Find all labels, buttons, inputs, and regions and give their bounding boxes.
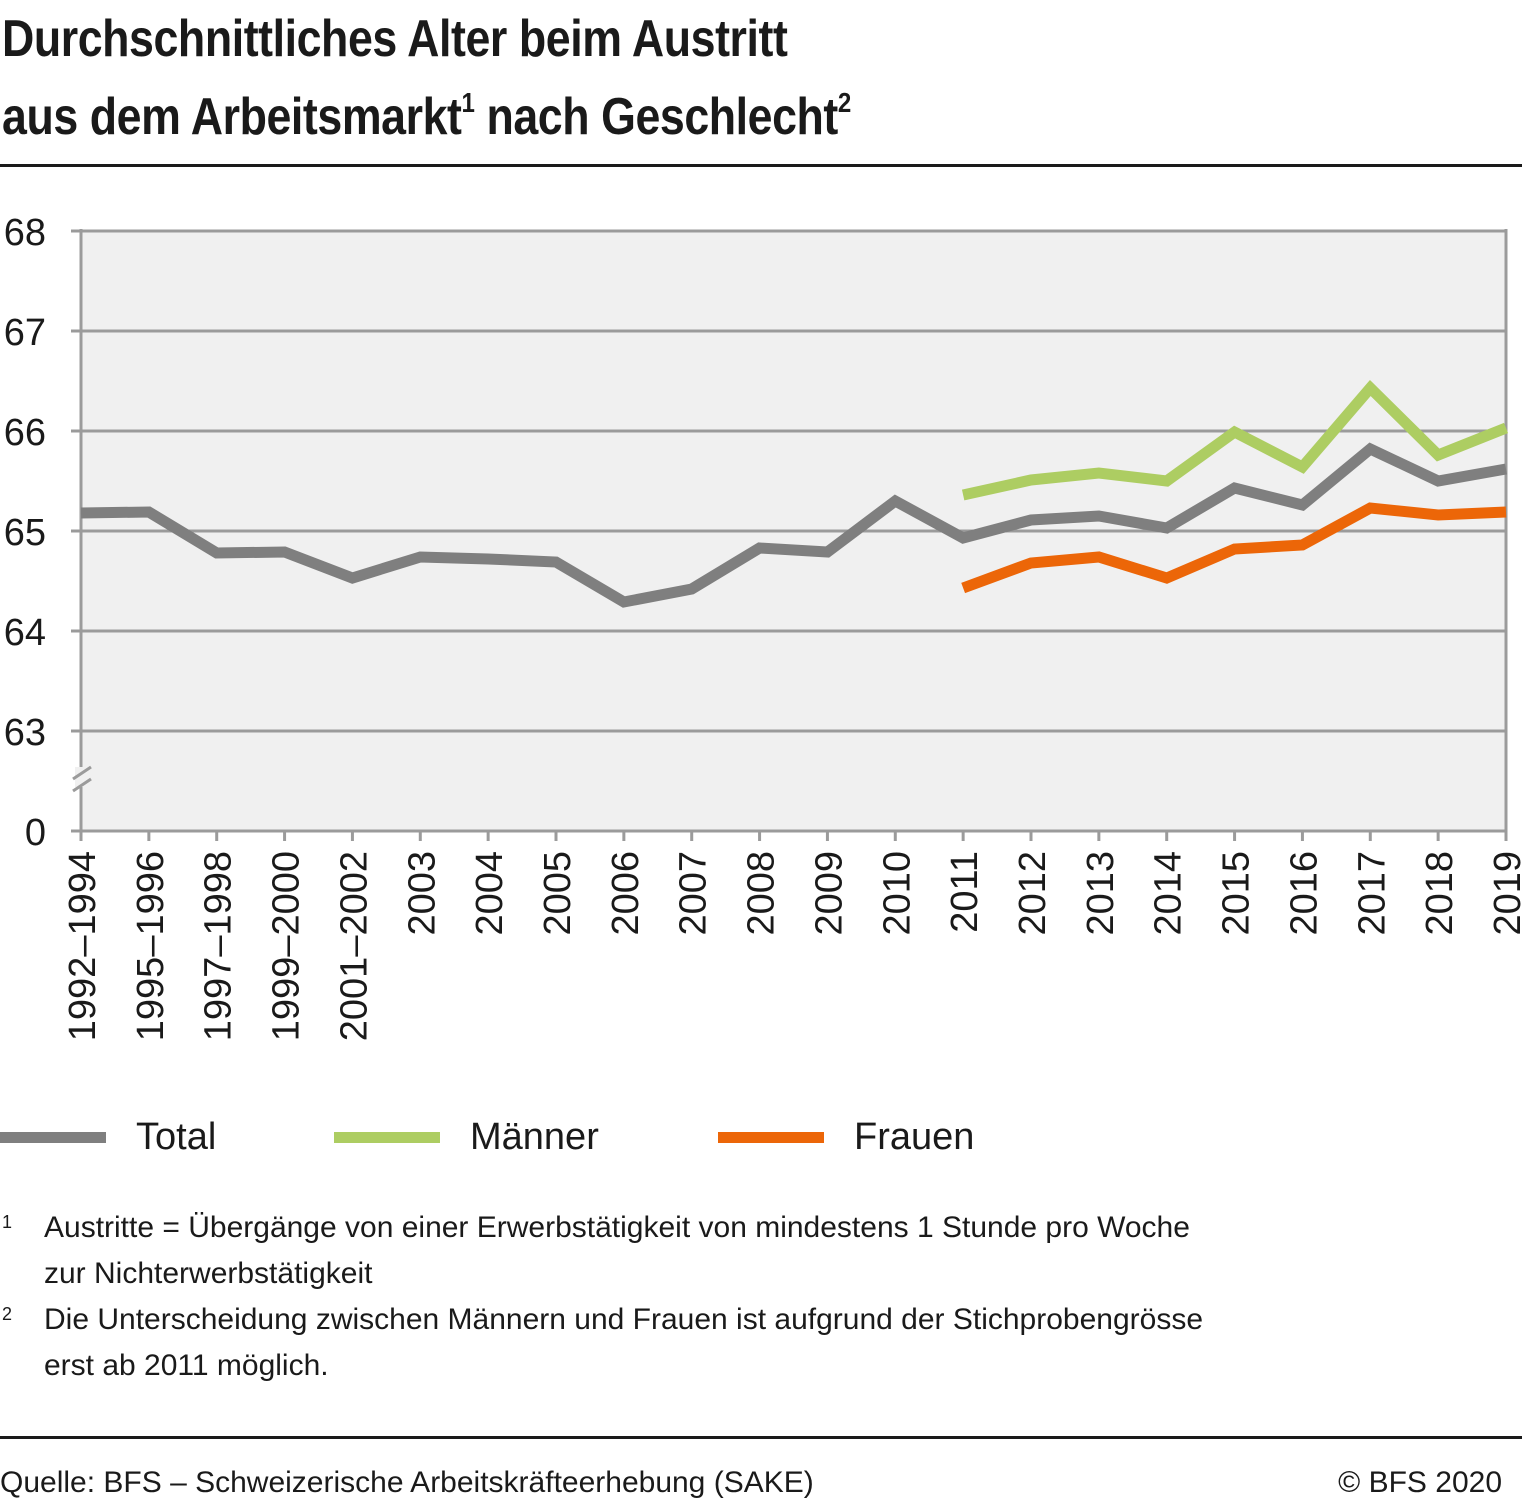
source-text: Quelle: BFS – Schweizerische Arbeitskräf…	[0, 1466, 814, 1499]
x-tick-label: 2008	[741, 851, 783, 936]
y-tick-label: 64	[4, 612, 46, 654]
x-tick-label: 2006	[605, 851, 647, 936]
x-tick-label: 1992–1994	[62, 851, 104, 1041]
x-tick-label: 2007	[673, 851, 715, 936]
y-tick-label: 68	[4, 212, 46, 254]
footnote-1: 1 Austritte = Übergänge von einer Erwerb…	[0, 1205, 1500, 1297]
chart-title-line2: aus dem Arbeitsmarkt1 nach Geschlecht2	[2, 87, 851, 146]
gridlines	[71, 229, 1508, 841]
axis-break-mark	[72, 777, 92, 793]
footnote-2: 2 Die Unterscheidung zwischen Männern un…	[0, 1297, 1500, 1389]
x-tick-label: 2014	[1148, 851, 1190, 936]
y-tick-label: 66	[4, 412, 46, 454]
title-divider	[0, 164, 1522, 167]
legend-swatch-maenner	[334, 1131, 440, 1143]
legend-label-frauen: Frauen	[854, 1115, 975, 1158]
x-tick-label: 2017	[1351, 851, 1393, 936]
copyright-text: © BFS 2020	[1338, 1466, 1502, 1499]
legend-label-total: Total	[136, 1115, 217, 1158]
x-tick-label: 1999–2000	[266, 851, 308, 1041]
series-line-total	[80, 442, 1507, 608]
x-tick-label: 2001–2002	[333, 851, 375, 1041]
y-tick-label: 63	[4, 712, 46, 754]
x-tick-label: 2004	[469, 851, 511, 936]
chart-title: Durchschnittliches Alter beim Austritt a…	[2, 0, 851, 156]
legend-label-maenner: Männer	[470, 1115, 599, 1158]
y-axis: 0 63 64 65 66 67 68	[4, 212, 46, 854]
y-tick-label: 0	[25, 812, 46, 854]
x-tick-label: 2009	[808, 851, 850, 936]
footnotes: 1 Austritte = Übergänge von einer Erwerb…	[0, 1205, 1500, 1389]
footnote-ref-2: 2	[837, 87, 851, 118]
x-tick-label: 1995–1996	[130, 851, 172, 1041]
chart-title-line1: Durchschnittliches Alter beim Austritt	[2, 10, 788, 68]
x-tick-label: 2003	[401, 851, 443, 936]
x-tick-label: 2016	[1283, 851, 1325, 936]
footnote-2-number: 2	[2, 1304, 13, 1324]
x-tick-label: 1997–1998	[198, 851, 240, 1041]
footnote-1-number: 1	[2, 1212, 13, 1232]
x-tick-label: 2019	[1487, 851, 1526, 936]
legend-swatch-frauen	[718, 1131, 824, 1143]
x-tick-label: 2015	[1216, 851, 1258, 936]
axis-break-mark	[72, 765, 92, 781]
x-axis: 1992–1994 1995–1996 1997–1998 1999–2000 2001…	[62, 831, 1526, 1041]
legend-swatch-total	[0, 1131, 106, 1143]
x-tick-label: 2005	[537, 851, 579, 936]
x-tick-label: 2010	[876, 851, 918, 936]
line-chart: 0 63 64 65 66 67 68 1992–1994 1995–1996 1997–199…	[4, 212, 1526, 1041]
x-tick-label: 2018	[1419, 851, 1461, 936]
legend-item-frauen: Frauen	[718, 1112, 974, 1162]
footnote-ref-1: 1	[461, 87, 475, 118]
x-tick-label: 2011	[944, 851, 986, 933]
x-tick-label: 2012	[1012, 851, 1054, 936]
legend: Total Männer Frauen	[0, 1112, 1100, 1162]
x-tick-label: 2013	[1080, 851, 1122, 936]
y-tick-label: 65	[4, 512, 46, 554]
series-lines	[80, 379, 1509, 608]
source-divider	[0, 1436, 1522, 1439]
legend-item-total: Total	[0, 1112, 216, 1162]
y-tick-label: 67	[4, 312, 46, 354]
legend-item-maenner: Männer	[334, 1112, 599, 1162]
